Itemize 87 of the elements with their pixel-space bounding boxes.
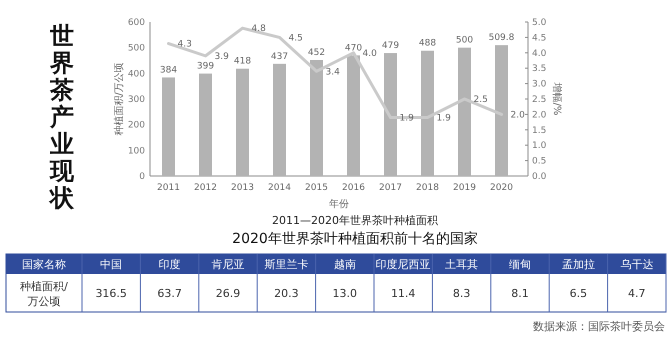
text: 8.3 [452, 287, 470, 300]
bar [458, 48, 471, 176]
y2-tick-label: 4.5 [532, 33, 546, 44]
text: 6.5 [570, 287, 588, 300]
data-label: 4.8 [252, 24, 266, 34]
x-tick-label: 2016 [342, 183, 366, 193]
y2-tick-label: 1.0 [532, 141, 547, 152]
category-label: 土耳其 [445, 258, 478, 271]
y2-tick-label: 1.5 [532, 126, 546, 136]
data-label: 4.3 [178, 40, 192, 50]
data-label: 500 [456, 36, 474, 46]
y2-tick-label: 2.5 [532, 95, 546, 105]
x-tick-label: 2018 [416, 183, 440, 193]
data-label: 470 [344, 43, 362, 54]
text: 4.7 [628, 287, 646, 300]
data-label: 509.8 [488, 33, 515, 44]
data-label: 437 [270, 52, 288, 62]
category-label: 乌干达 [620, 258, 654, 271]
y-tick-label: 200 [128, 120, 146, 131]
category-label: 缅甸 [509, 258, 531, 271]
bar [162, 77, 175, 176]
y-tick-label: 500 [128, 44, 146, 54]
bar [495, 45, 508, 176]
data-label: 399 [196, 62, 214, 72]
text: 26.9 [216, 287, 240, 300]
bar [273, 64, 286, 176]
data-label: 384 [160, 65, 178, 76]
source-note: 数据来源：国际茶叶委员会 [533, 320, 665, 333]
data-label: 2.0 [510, 110, 526, 120]
category-label: 印度尼西亚 [376, 258, 431, 271]
data-label: 3.9 [214, 52, 230, 62]
text: 20.3 [274, 287, 299, 300]
y2-tick-label: 5.0 [532, 18, 547, 28]
data-label: 452 [308, 48, 326, 58]
text: 316.5 [95, 287, 127, 300]
x-tick-label: 2011 [157, 183, 180, 193]
text: 国家名称 [22, 258, 66, 271]
x-axis-title: 年份 [329, 198, 349, 210]
data-label: 1.9 [400, 113, 414, 124]
y2-tick-label: 4.0 [532, 48, 547, 59]
x-tick-label: 2019 [453, 183, 476, 193]
bar [199, 74, 212, 176]
y2-tick-label: 2.0 [532, 110, 547, 120]
data-label: 488 [418, 38, 436, 49]
y-tick-label: 100 [128, 146, 146, 156]
category-label: 印度 [158, 258, 181, 271]
y2-tick-label: 3.0 [532, 80, 547, 90]
bar [310, 60, 323, 176]
x-tick-label: 2020 [490, 183, 514, 193]
text: 2011—2020年世界茶叶种植面积 [272, 214, 438, 227]
text: 世界茶产业现状 [48, 22, 75, 212]
x-tick-label: 2013 [231, 183, 254, 193]
category-label: 肯尼亚 [212, 258, 244, 271]
x-tick-label: 2012 [194, 183, 217, 193]
data-label: 1.9 [436, 113, 452, 124]
y2-axis-title: 增幅/% [551, 82, 563, 116]
bar [384, 53, 397, 176]
y2-tick-label: 3.5 [532, 64, 546, 74]
bar [421, 50, 434, 176]
category-label: 中国 [100, 258, 122, 271]
data-label: 4.5 [288, 33, 303, 44]
text: 8.1 [511, 287, 529, 300]
bar [347, 55, 360, 176]
data-label: 4.0 [362, 48, 378, 59]
text: 63.7 [157, 287, 182, 300]
data-label: 3.4 [326, 67, 340, 78]
data-label: 479 [382, 41, 400, 52]
data-label: 2.5 [474, 95, 488, 105]
category-label: 孟加拉 [562, 258, 595, 271]
text: 2020年世界茶叶种植面积前十名的国家 [232, 231, 478, 247]
y-axis-title: 种植面积/万公顷 [113, 62, 125, 136]
text: 13.0 [332, 287, 358, 300]
bar [236, 68, 249, 176]
x-tick-label: 2017 [379, 183, 402, 193]
category-label: 越南 [334, 258, 356, 271]
text: 种植面积/万公顷 [20, 280, 68, 308]
text: 11.4 [390, 287, 416, 300]
data-label: 418 [234, 56, 252, 67]
x-tick-label: 2014 [268, 183, 292, 193]
y2-tick-label: 0.5 [532, 156, 546, 167]
y-tick-label: 600 [128, 18, 146, 28]
x-tick-label: 2015 [305, 183, 328, 193]
y-tick-label: 400 [128, 69, 146, 80]
y-tick-label: 0 [139, 172, 146, 182]
y-tick-label: 300 [128, 95, 146, 105]
category-label: 斯里兰卡 [264, 258, 308, 271]
y2-tick-label: 0.0 [532, 172, 547, 182]
